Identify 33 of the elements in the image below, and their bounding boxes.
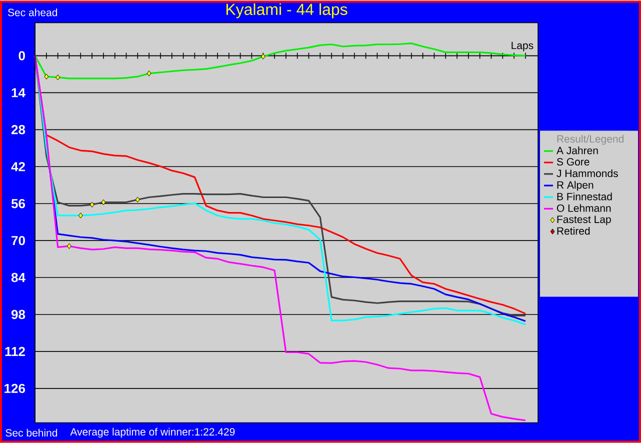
point: [101, 200, 106, 206]
point: [146, 70, 152, 76]
legend-label: R Alpen: [557, 181, 594, 191]
legend-label: B Finnestad: [557, 192, 612, 200]
y-tick-label: 56: [11, 199, 26, 208]
y-tick-label: 0: [18, 51, 25, 60]
legend-label: J Hammonds: [556, 170, 618, 178]
x-axis-title: Laps: [512, 42, 534, 52]
chart-title: Kyalami - 44 laps: [226, 3, 348, 18]
point: [90, 202, 94, 208]
y-tick-label: 126: [4, 384, 26, 394]
y-tick-label: 70: [12, 236, 25, 246]
line-series: [34, 55, 526, 422]
y-axis-title: Sec ahead: [8, 8, 58, 16]
legend-label: Retired: [557, 227, 590, 235]
text: Average laptime of winner:1:22.429: [70, 428, 235, 438]
legend-label: O Lehmann: [556, 204, 611, 212]
y-tick-label: 98: [11, 310, 26, 320]
point: [135, 196, 140, 203]
y-tick-label: 14: [12, 88, 26, 98]
text: Sec behind: [6, 429, 58, 437]
point: [260, 54, 266, 60]
legend-title: Result/Legend: [557, 135, 624, 145]
point: [78, 212, 83, 218]
y-tick-label: 28: [11, 125, 26, 134]
legend-label: A Jahren: [556, 146, 598, 154]
y-tick-label: 112: [5, 347, 25, 356]
legend-label: Fastest Lap: [557, 216, 611, 226]
point: [44, 74, 49, 80]
y-tick-label: 84: [11, 273, 26, 282]
legend-label: S Gore: [556, 158, 590, 166]
y-tick-label: 42: [11, 162, 25, 172]
point: [56, 74, 60, 80]
